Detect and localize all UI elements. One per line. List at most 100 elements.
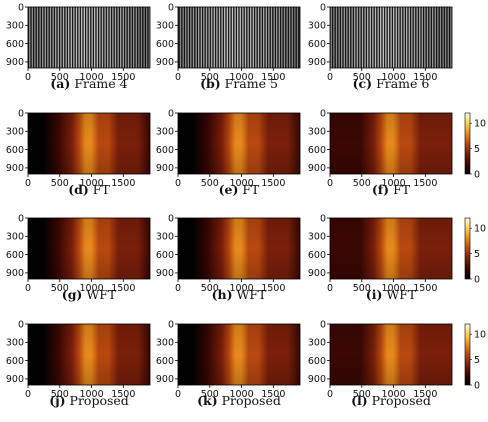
x-tick-label: 1500 [261,178,285,189]
heat-shading [28,218,150,279]
y-tick-label: 300 [308,338,326,349]
x-tick-label: 500 [353,283,371,294]
x-tick-label: 0 [25,72,31,83]
panel-frame [27,217,151,280]
x-tick-label: 1000 [229,178,253,189]
x-tick-label: 1500 [413,178,437,189]
x-tick-label: 1500 [413,72,437,83]
y-tick-label: 900 [308,374,326,385]
x-tick-label: 1500 [413,283,437,294]
x-tick-label: 1000 [229,389,253,400]
y-tick-label: 300 [6,232,24,243]
x-tick-label: 0 [327,389,333,400]
panel-frame [329,6,453,69]
x-tick-label: 0 [175,283,181,294]
y-tick-label: 900 [6,57,24,68]
colorbar-tick-label: 5 [474,355,480,366]
caption-label: WFT [237,287,268,302]
x-tick-label: 0 [327,178,333,189]
x-tick-label: 500 [353,72,371,83]
y-tick-label: 0 [168,213,174,224]
fringe-shading [28,7,150,68]
x-tick-label: 500 [51,283,69,294]
x-tick-label: 1000 [381,72,405,83]
y-tick-label: 0 [168,319,174,330]
caption-label: FT [242,182,260,197]
panel-frame [329,323,453,386]
y-tick-label: 300 [308,232,326,243]
x-tick-label: 0 [175,389,181,400]
y-tick-label: 900 [6,268,24,279]
colorbar: 10 5 0 [464,323,486,391]
panel-caption: (d) FT [68,182,110,197]
y-tick-label: 0 [320,319,326,330]
panel-caption: (h) WFT [212,287,267,302]
y-tick-label: 300 [156,21,174,32]
caption-label: Proposed [70,393,129,408]
y-tick-label: 900 [156,268,174,279]
y-tick-label: 0 [18,319,24,330]
y-tick-label: 900 [6,374,24,385]
y-tick-label: 600 [308,145,326,156]
x-tick-label: 0 [175,72,181,83]
caption-letter: (d) [68,182,89,197]
y-tick-label: 300 [156,338,174,349]
caption-label: Proposed [222,393,281,408]
caption-label: Proposed [372,393,431,408]
y-tick-label: 300 [6,21,24,32]
y-tick-label: 600 [6,39,24,50]
x-tick-label: 0 [327,283,333,294]
y-tick-label: 300 [308,127,326,138]
panel-caption: (k) Proposed [197,393,281,408]
fringe-shading [178,7,300,68]
caption-letter: (g) [62,287,83,302]
y-tick-label: 600 [156,39,174,50]
caption-letter: (b) [200,76,221,91]
colorbar-tick-label: 0 [474,380,480,391]
x-tick-label: 1500 [111,283,135,294]
y-tick-label: 600 [6,356,24,367]
x-tick-label: 0 [25,283,31,294]
heat-shading [178,218,300,279]
x-tick-label: 500 [353,178,371,189]
y-tick-label: 600 [308,356,326,367]
y-tick-label: 0 [168,2,174,13]
x-tick-label: 1000 [381,178,405,189]
x-tick-label: 1500 [413,389,437,400]
x-tick-label: 1000 [79,72,103,83]
x-tick-label: 500 [201,283,219,294]
caption-letter: (i) [366,287,383,302]
panel-frame [177,323,301,386]
x-tick-label: 500 [51,389,69,400]
panel-frame [27,6,151,69]
y-tick-label: 900 [156,374,174,385]
heat-shading [28,113,150,174]
caption-letter: (h) [212,287,233,302]
y-tick-label: 300 [308,21,326,32]
caption-letter: (l) [351,393,368,408]
panel-caption: (a) Frame 4 [50,76,127,91]
panel-caption: (e) FT [219,182,260,197]
caption-letter: (c) [353,76,372,91]
colorbar-tick-label: 5 [474,144,480,155]
x-tick-label: 500 [51,72,69,83]
colorbar-tick-label: 10 [474,118,486,129]
y-tick-label: 900 [308,268,326,279]
x-tick-label: 500 [201,178,219,189]
panel-frame [177,217,301,280]
x-tick-label: 1000 [381,389,405,400]
y-tick-label: 900 [6,163,24,174]
caption-label: Frame 5 [225,76,278,91]
x-tick-label: 1500 [111,178,135,189]
x-tick-label: 1500 [261,283,285,294]
y-tick-label: 600 [6,250,24,261]
caption-letter: (e) [219,182,239,197]
